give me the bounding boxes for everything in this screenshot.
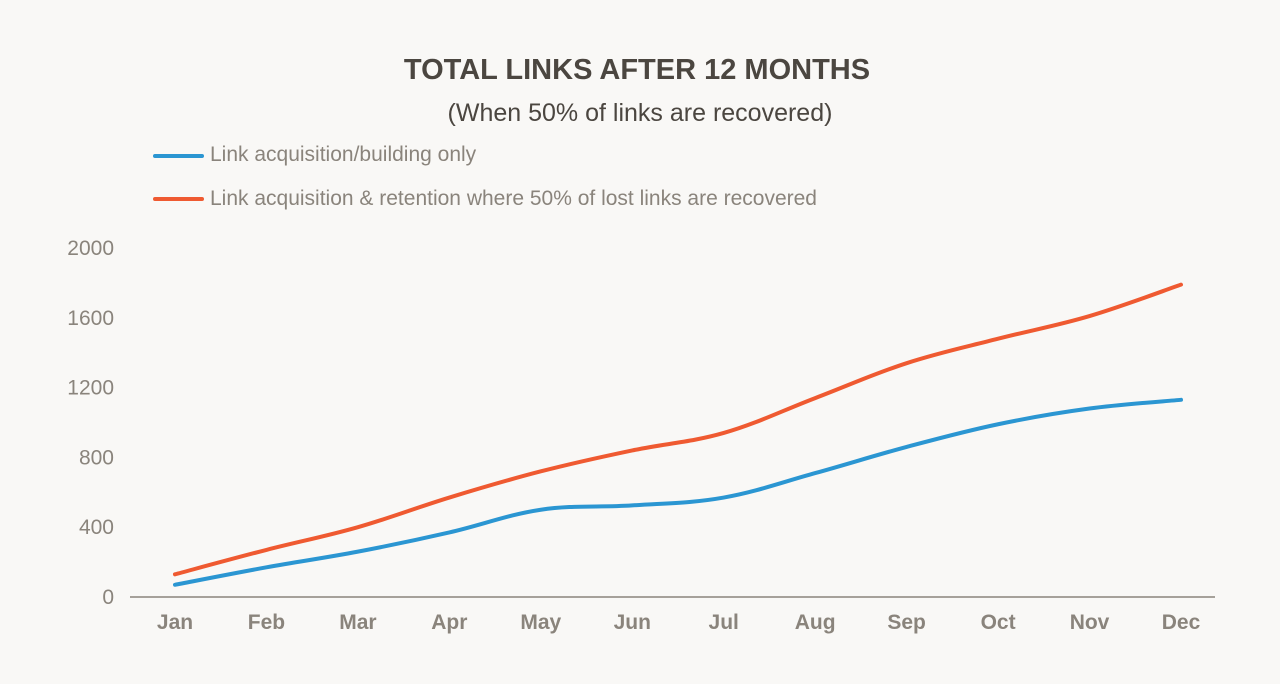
x-tick-label: Nov [1070, 611, 1110, 634]
legend-label-series-2: Link acquisition & retention where 50% o… [210, 187, 817, 210]
y-tick-label: 0 [102, 586, 114, 609]
y-tick-label: 1200 [67, 377, 114, 400]
y-tick-label: 1600 [67, 307, 114, 330]
x-axis-ticks: Jan Feb Mar Apr May Jun Jul Aug Sep Oct Nov Dec [157, 611, 1201, 634]
x-tick-label: Aug [795, 611, 836, 634]
series-line-2 [173, 282, 1183, 577]
x-tick-label: Mar [339, 611, 376, 634]
y-tick-label: 2000 [67, 237, 114, 260]
y-tick-label: 800 [79, 446, 114, 469]
legend-label-series-1: Link acquisition/building only [210, 143, 477, 166]
x-tick-label: May [520, 611, 561, 634]
chart-subtitle: (When 50% of links are recovered) [448, 99, 833, 127]
y-tick-label: 400 [79, 516, 114, 539]
series-line-1 [173, 397, 1183, 587]
x-tick-label: Apr [431, 611, 467, 634]
x-tick-label: Feb [248, 611, 285, 634]
x-tick-label: Jan [157, 611, 193, 634]
x-tick-label: Sep [887, 611, 926, 634]
chart-title: TOTAL LINKS AFTER 12 MONTHS [404, 54, 870, 86]
x-tick-label: Jul [709, 611, 739, 634]
x-tick-label: Oct [981, 611, 1016, 634]
legend: Link acquisition/building only Link acqu… [153, 143, 817, 210]
y-axis-ticks: 0 400 800 1200 1600 2000 [67, 237, 114, 609]
series-lines [173, 282, 1183, 587]
x-tick-label: Dec [1162, 611, 1201, 634]
x-tick-label: Jun [614, 611, 651, 634]
